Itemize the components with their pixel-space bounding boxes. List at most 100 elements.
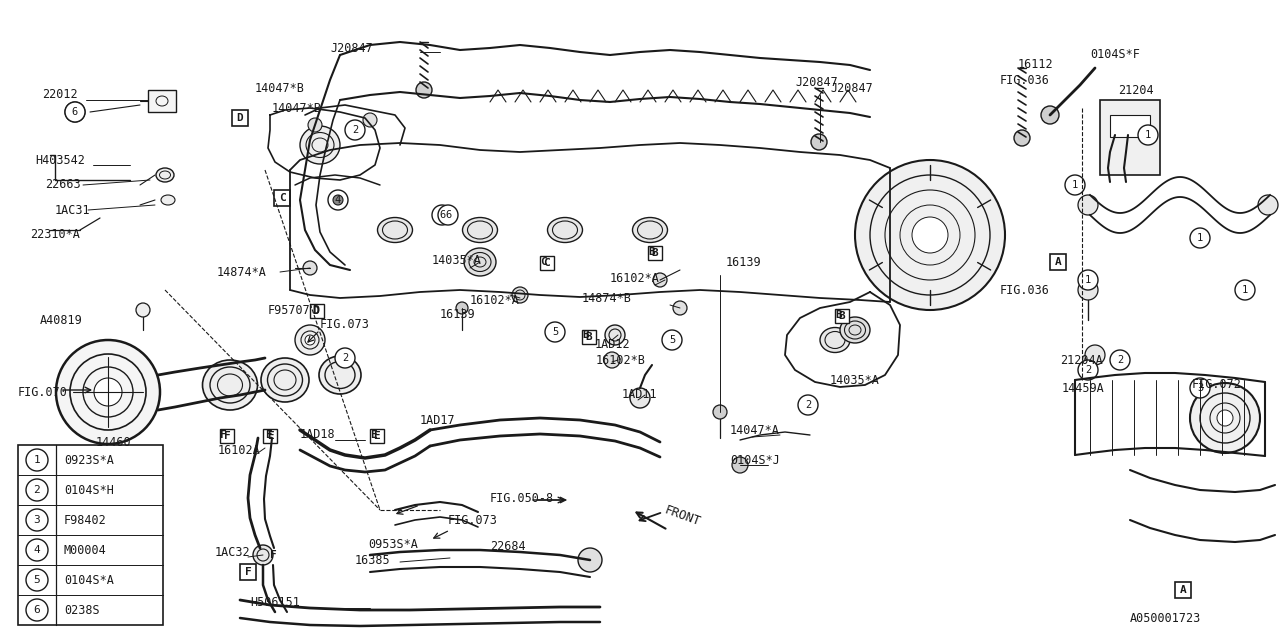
Text: FIG.070: FIG.070 — [18, 385, 68, 399]
Text: 2: 2 — [805, 400, 812, 410]
Ellipse shape — [300, 126, 340, 164]
Text: D: D — [312, 303, 319, 317]
Circle shape — [1190, 228, 1210, 248]
Text: A: A — [1055, 257, 1061, 267]
Circle shape — [713, 405, 727, 419]
Text: 1: 1 — [1144, 130, 1151, 140]
Text: J20847: J20847 — [795, 76, 837, 88]
Text: 4: 4 — [33, 545, 41, 555]
Ellipse shape — [632, 218, 667, 243]
Text: 14047*B: 14047*B — [273, 102, 321, 115]
Circle shape — [653, 273, 667, 287]
Text: 16112: 16112 — [1018, 58, 1053, 72]
Text: D: D — [312, 306, 320, 316]
Ellipse shape — [156, 168, 174, 182]
Text: 1: 1 — [1197, 233, 1203, 243]
Text: 22012: 22012 — [42, 88, 78, 102]
Circle shape — [673, 301, 687, 315]
Ellipse shape — [161, 195, 175, 205]
Text: 14047*B: 14047*B — [255, 81, 305, 95]
Circle shape — [1065, 175, 1085, 195]
Text: 5: 5 — [33, 575, 41, 585]
Text: F98402: F98402 — [64, 513, 106, 527]
Circle shape — [136, 303, 150, 317]
Bar — [241, 564, 256, 580]
Text: C: C — [540, 257, 547, 267]
Text: 1AC32: 1AC32 — [215, 545, 251, 559]
Circle shape — [604, 352, 620, 368]
Text: 1AD18: 1AD18 — [300, 429, 335, 442]
Text: B: B — [648, 247, 655, 257]
Circle shape — [26, 509, 49, 531]
Text: 3: 3 — [33, 515, 41, 525]
Circle shape — [732, 457, 748, 473]
Ellipse shape — [319, 356, 361, 394]
Text: 14459A: 14459A — [1062, 381, 1105, 394]
Text: 22684: 22684 — [490, 541, 526, 554]
Text: 0953S*A: 0953S*A — [369, 538, 417, 552]
Text: E: E — [265, 430, 271, 440]
Ellipse shape — [820, 328, 850, 353]
Circle shape — [1078, 280, 1098, 300]
Text: A050001723: A050001723 — [1130, 611, 1201, 625]
Text: 1AD12: 1AD12 — [595, 339, 631, 351]
Text: B: B — [652, 248, 658, 258]
Circle shape — [1041, 106, 1059, 124]
Text: 4: 4 — [335, 195, 342, 205]
Text: 1AC31: 1AC31 — [55, 204, 91, 216]
Circle shape — [65, 102, 84, 122]
Bar — [310, 304, 324, 318]
Text: FRONT: FRONT — [663, 504, 703, 529]
Text: E: E — [266, 431, 274, 441]
Circle shape — [364, 113, 378, 127]
Text: 2: 2 — [342, 353, 348, 363]
Text: F: F — [220, 430, 227, 440]
Circle shape — [438, 205, 458, 225]
Circle shape — [1138, 125, 1158, 145]
Circle shape — [305, 335, 315, 345]
Text: J20847: J20847 — [330, 42, 372, 54]
Text: 14460: 14460 — [96, 435, 132, 449]
Text: 1: 1 — [1071, 180, 1078, 190]
Circle shape — [328, 190, 348, 210]
Circle shape — [26, 449, 49, 471]
Bar — [220, 429, 234, 443]
Ellipse shape — [548, 218, 582, 243]
Circle shape — [797, 395, 818, 415]
Text: 1: 1 — [33, 455, 41, 465]
Circle shape — [346, 120, 365, 140]
Text: FIG.050-8: FIG.050-8 — [490, 492, 554, 504]
Text: 5: 5 — [669, 335, 675, 345]
Text: D: D — [237, 113, 243, 123]
Circle shape — [1110, 350, 1130, 370]
Text: 6: 6 — [439, 210, 445, 220]
Circle shape — [1235, 280, 1254, 300]
Bar — [1110, 115, 1149, 137]
Text: B: B — [582, 330, 589, 340]
Text: 22663: 22663 — [45, 179, 81, 191]
Text: 14035*A: 14035*A — [433, 253, 481, 266]
Text: 16102A: 16102A — [218, 444, 261, 456]
Text: 14874*A: 14874*A — [218, 266, 266, 278]
Text: 21204: 21204 — [1117, 83, 1153, 97]
Text: 14035*A: 14035*A — [829, 374, 879, 387]
Bar — [1050, 254, 1066, 270]
Circle shape — [253, 545, 273, 565]
Ellipse shape — [261, 358, 308, 402]
Text: 5: 5 — [552, 327, 558, 337]
Text: 16385: 16385 — [355, 554, 390, 566]
Text: 6: 6 — [445, 210, 451, 220]
Ellipse shape — [462, 218, 498, 243]
Circle shape — [303, 261, 317, 275]
Text: 16102*A: 16102*A — [470, 294, 520, 307]
Text: M00004: M00004 — [64, 543, 106, 557]
Text: 3: 3 — [1197, 383, 1203, 393]
Text: F: F — [244, 567, 251, 577]
Text: 6: 6 — [72, 107, 78, 117]
Text: 0104S*A: 0104S*A — [64, 573, 114, 586]
Circle shape — [26, 569, 49, 591]
Text: 0104S*J: 0104S*J — [730, 454, 780, 467]
Text: 14047*A: 14047*A — [730, 424, 780, 436]
Text: J20847: J20847 — [829, 81, 873, 95]
Text: FIG.073: FIG.073 — [448, 513, 498, 527]
